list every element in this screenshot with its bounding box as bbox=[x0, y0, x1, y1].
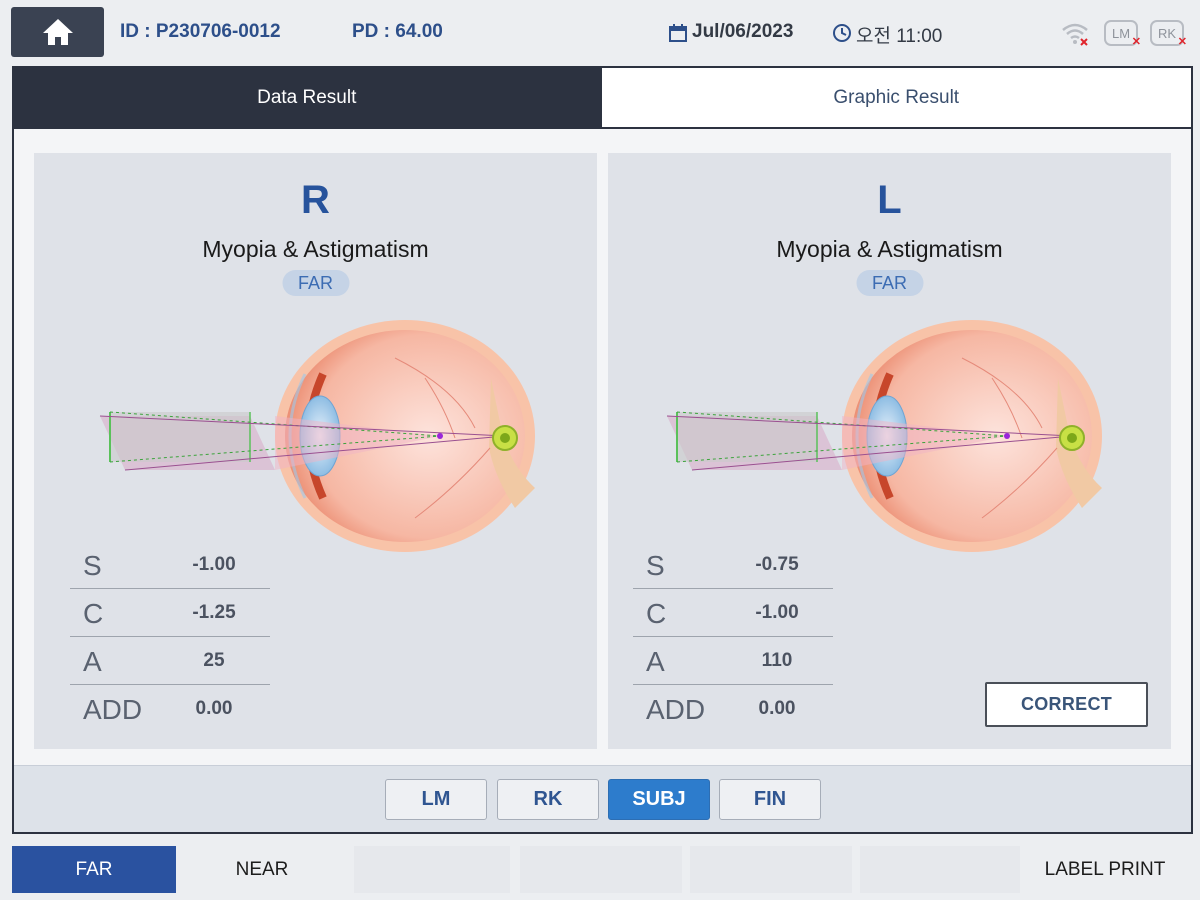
wifi-off-icon bbox=[1062, 23, 1088, 46]
rx-row-add: ADD 0.00 bbox=[70, 685, 270, 733]
home-icon bbox=[42, 19, 73, 45]
calendar-icon bbox=[669, 24, 687, 42]
right-eye-distance-badge: FAR bbox=[282, 270, 349, 296]
rx-label: A bbox=[83, 646, 102, 677]
lm-disconnected-icon: LM ✕ bbox=[1104, 20, 1141, 48]
rx-row-sphere: S -1.00 bbox=[70, 541, 270, 589]
mode-button-subj[interactable]: SUBJ bbox=[608, 779, 710, 820]
time-display: 오전 11:00 bbox=[856, 26, 943, 47]
rx-value: -1.00 bbox=[192, 554, 236, 575]
left-eye-diagnosis: Myopia & Astigmatism bbox=[776, 236, 1003, 262]
right-eye-diagnosis: Myopia & Astigmatism bbox=[202, 236, 429, 262]
rx-value: -1.00 bbox=[755, 602, 799, 623]
lm-icon-label: LM bbox=[1111, 25, 1131, 41]
right-eye-diagram bbox=[99, 320, 535, 552]
clock-icon bbox=[833, 24, 851, 42]
rx-row-add: ADD 0.00 bbox=[633, 685, 833, 733]
disconnected-x-icon: ✕ bbox=[1177, 36, 1187, 48]
date-display: Jul/06/2023 bbox=[692, 21, 794, 42]
rx-row-sphere: S -0.75 bbox=[633, 541, 833, 589]
rx-label: A bbox=[646, 646, 665, 677]
left-eye-diagram bbox=[666, 320, 1102, 552]
bottom-empty-slot-2[interactable] bbox=[520, 846, 682, 893]
mode-button-fin[interactable]: FIN bbox=[719, 779, 821, 820]
near-button[interactable]: NEAR bbox=[235, 858, 289, 880]
rx-label: ADD bbox=[646, 694, 706, 725]
rx-label: ADD bbox=[83, 694, 143, 725]
rx-value: -0.75 bbox=[755, 554, 799, 575]
mode-button-strip bbox=[14, 765, 1191, 832]
far-button[interactable]: FAR bbox=[12, 846, 176, 893]
rk-icon-label: RK bbox=[1157, 25, 1177, 41]
rx-label: C bbox=[646, 598, 667, 629]
result-tabs: Data Result Graphic Result bbox=[12, 66, 1193, 129]
label-print-button[interactable]: LABEL PRINT bbox=[1044, 858, 1166, 880]
top-bar: ID : P230706-0012 PD : 64.00 Jul/06/2023… bbox=[0, 0, 1200, 64]
correct-button[interactable]: CORRECT bbox=[985, 682, 1148, 727]
rx-row-axis: A 25 bbox=[70, 637, 270, 685]
rx-value: 110 bbox=[761, 650, 793, 671]
rx-value: 0.00 bbox=[758, 698, 796, 719]
pd-value: PD : 64.00 bbox=[352, 21, 443, 42]
rx-label: S bbox=[646, 550, 665, 581]
rx-row-cylinder: C -1.25 bbox=[70, 589, 270, 637]
bottom-empty-slot-3[interactable] bbox=[690, 846, 852, 893]
disconnected-x-icon: ✕ bbox=[1131, 36, 1141, 48]
rx-label: S bbox=[83, 550, 102, 581]
mode-button-lm[interactable]: LM bbox=[385, 779, 487, 820]
rx-row-axis: A 110 bbox=[633, 637, 833, 685]
rx-value: -1.25 bbox=[192, 602, 236, 623]
tab-graphic-result[interactable]: Graphic Result bbox=[601, 66, 1193, 129]
rx-label: C bbox=[83, 598, 104, 629]
tab-data-result[interactable]: Data Result bbox=[12, 66, 602, 129]
rx-value: 0.00 bbox=[195, 698, 233, 719]
home-button[interactable] bbox=[11, 7, 104, 57]
right-eye-label: R bbox=[301, 178, 330, 222]
bottom-empty-slot-4[interactable] bbox=[860, 846, 1020, 893]
left-eye-distance-badge: FAR bbox=[856, 270, 923, 296]
rx-value: 25 bbox=[203, 650, 225, 671]
left-eye-label: L bbox=[877, 178, 902, 222]
rx-row-cylinder: C -1.00 bbox=[633, 589, 833, 637]
bottom-empty-slot-1[interactable] bbox=[354, 846, 510, 893]
mode-button-rk[interactable]: RK bbox=[497, 779, 599, 820]
rk-disconnected-icon: RK ✕ bbox=[1150, 20, 1187, 48]
patient-id: ID : P230706-0012 bbox=[120, 21, 281, 42]
